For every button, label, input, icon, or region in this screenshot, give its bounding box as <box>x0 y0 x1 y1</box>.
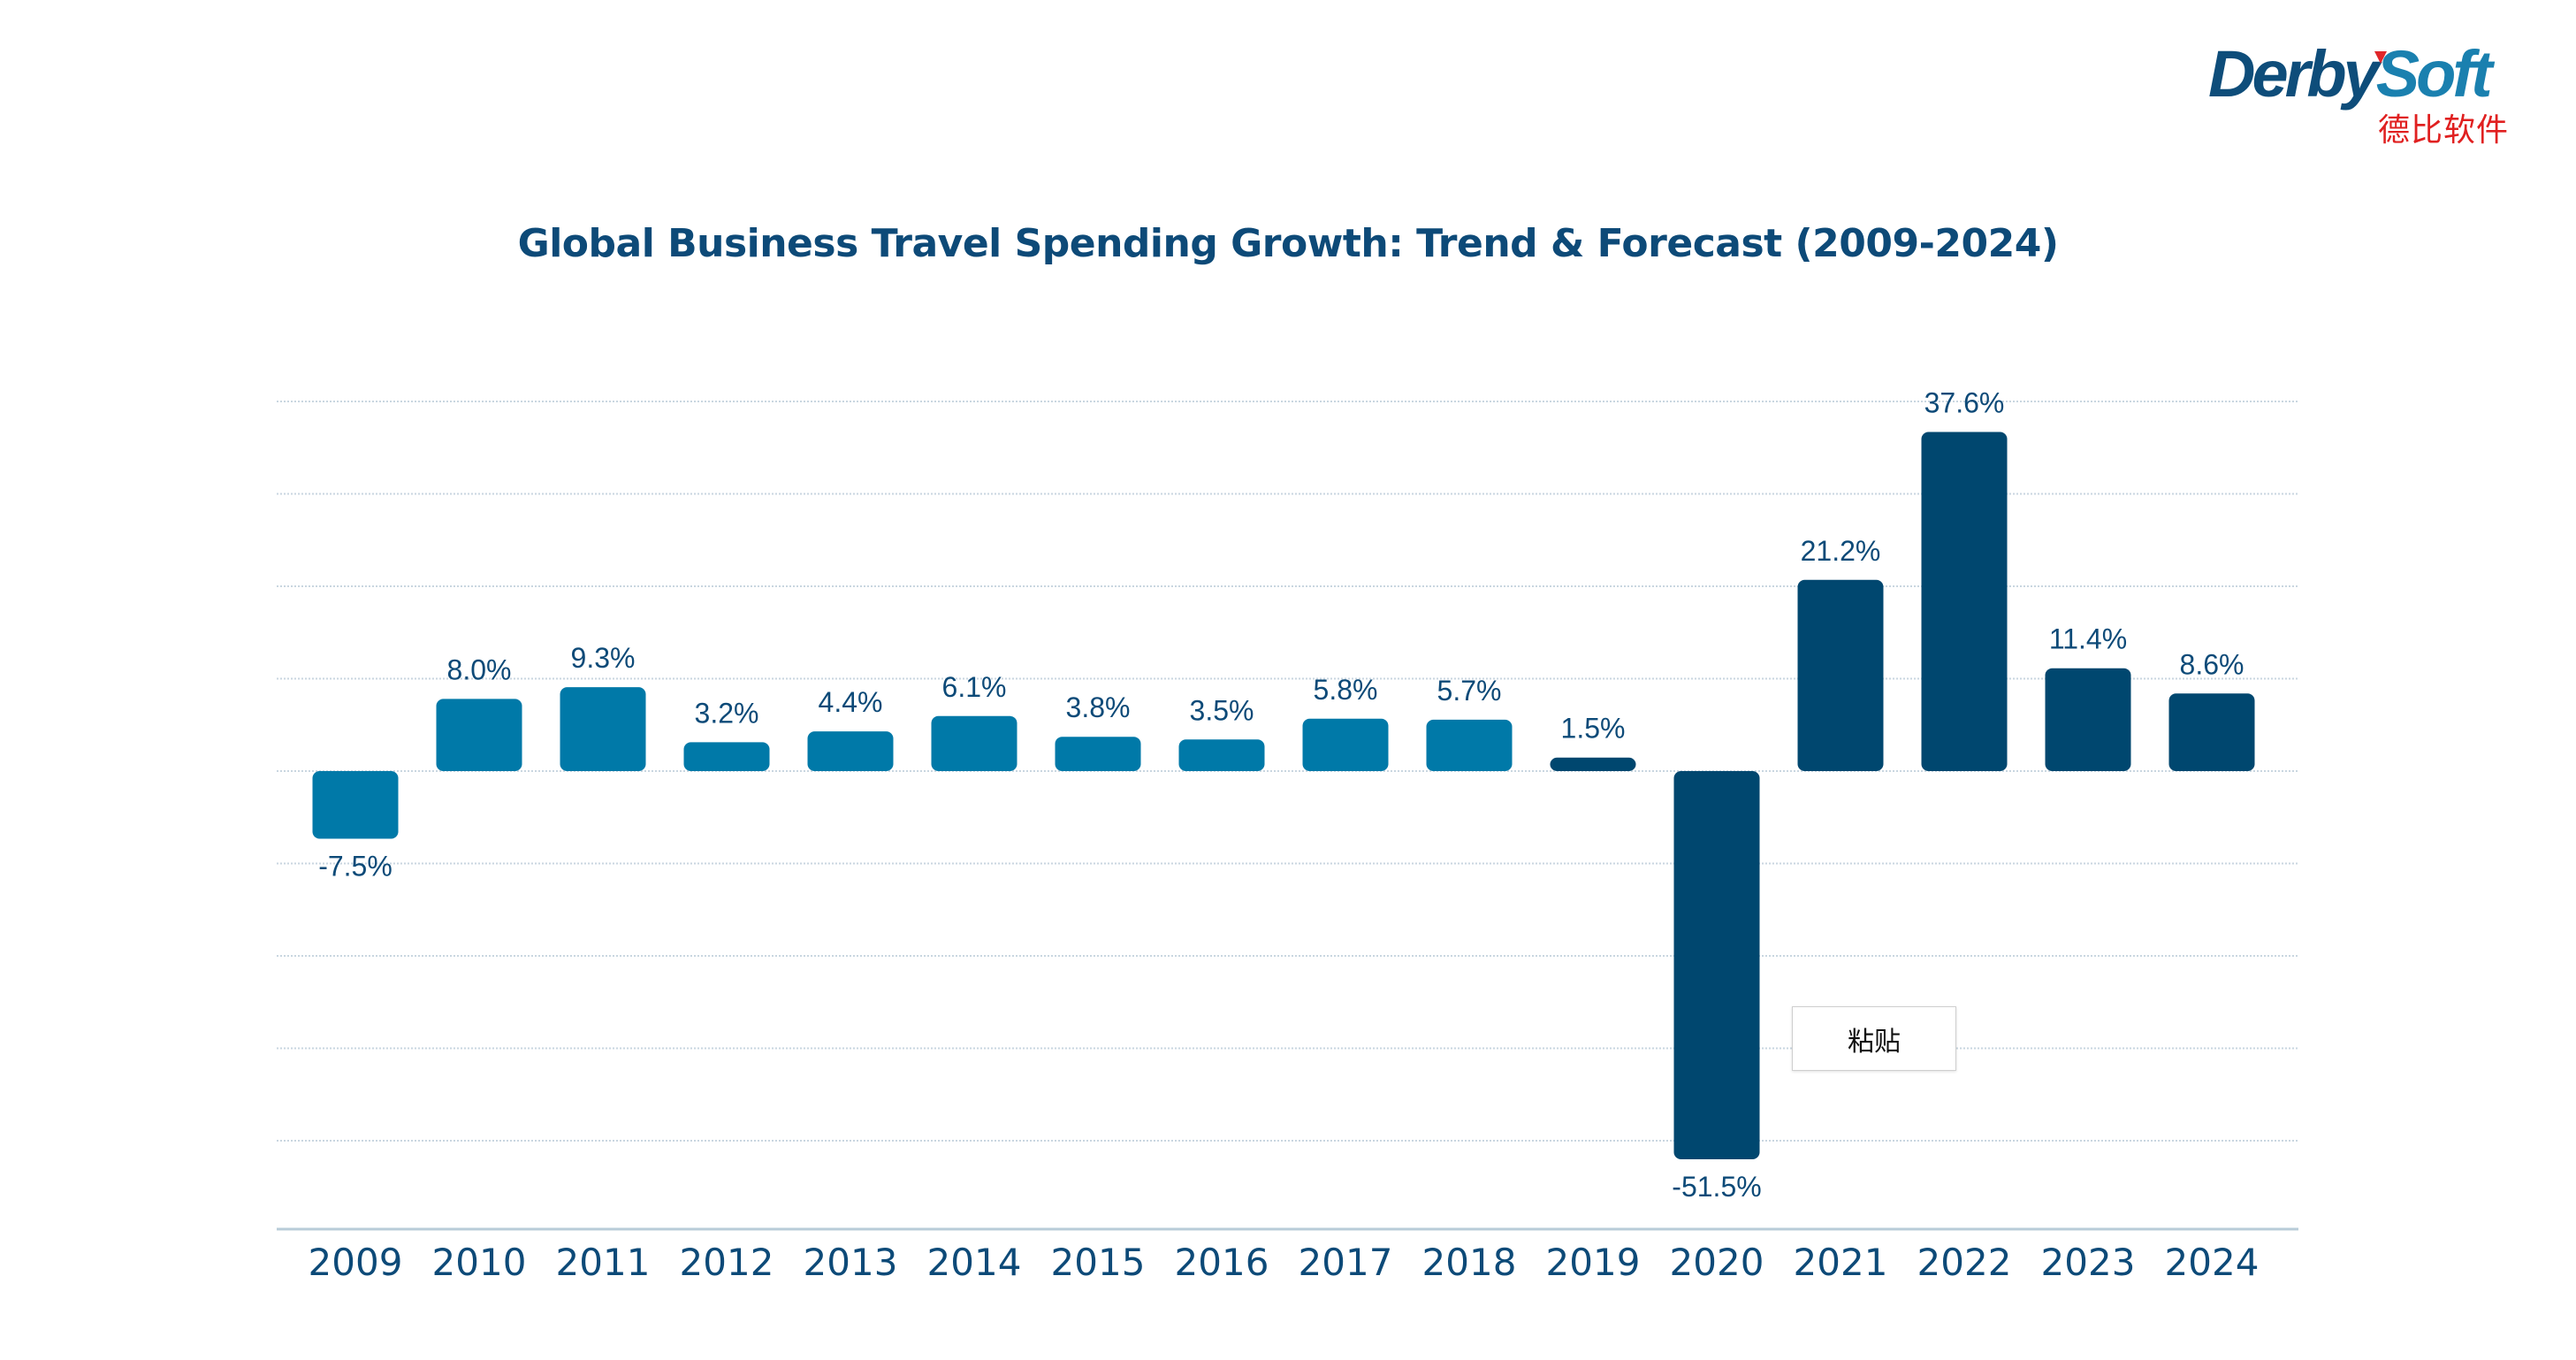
x-tick-label-2019: 2019 <box>1546 1241 1641 1284</box>
x-tick-label-2013: 2013 <box>804 1241 898 1284</box>
logo-wordmark-derby: Derby <box>2208 37 2380 111</box>
x-tick-label-2024: 2024 <box>2165 1241 2260 1284</box>
data-label-2013: 4.4% <box>819 686 883 718</box>
data-label-2024: 8.6% <box>2180 648 2244 680</box>
data-label-2009: -7.5% <box>318 851 392 882</box>
bar-2015 <box>1055 737 1141 771</box>
bar-2012 <box>683 742 770 771</box>
x-axis-tick-labels: 2009 2010 2011 2012 2013 2014 2015 2016 2017 2018… <box>309 1241 2260 1284</box>
bar-2011 <box>560 687 646 771</box>
chart-title: Global Business Travel Spending Growth: … <box>517 221 2059 266</box>
data-label-2016: 3.5% <box>1190 694 1254 726</box>
data-label-2015: 3.8% <box>1066 691 1131 723</box>
bar-2017 <box>1302 718 1389 771</box>
x-tick-label-2021: 2021 <box>1794 1241 1888 1284</box>
data-label-2017: 5.8% <box>1314 674 1378 706</box>
logo-chinese-name: 德比软件 <box>2378 112 2510 149</box>
data-label-2023: 11.4% <box>2049 623 2127 655</box>
bar-2021 <box>1797 579 1884 771</box>
x-tick-label-2022: 2022 <box>1917 1241 2012 1284</box>
bar-2010 <box>436 699 522 771</box>
bar-2020 <box>1673 771 1760 1159</box>
bar-2013 <box>807 731 894 771</box>
x-tick-label-2023: 2023 <box>2041 1241 2136 1284</box>
x-tick-label-2011: 2011 <box>556 1241 651 1284</box>
paste-label: 粘贴 <box>1848 1026 1901 1058</box>
bar-2022 <box>1921 432 2008 771</box>
data-label-2014: 6.1% <box>942 671 1007 703</box>
x-tick-label-2014: 2014 <box>927 1241 1022 1284</box>
data-label-2020: -51.5% <box>1672 1171 1761 1203</box>
x-tick-label-2017: 2017 <box>1299 1241 1393 1284</box>
logo-wordmark-soft: Soft <box>2375 37 2493 111</box>
bar-2019 <box>1550 757 1636 771</box>
data-label-2022: 37.6% <box>1924 387 2005 419</box>
data-label-2019: 1.5% <box>1561 713 1626 745</box>
bar-2023 <box>2045 668 2131 771</box>
bar-2024 <box>2168 693 2255 771</box>
bar-2018 <box>1426 719 1513 771</box>
data-label-2010: 8.0% <box>447 653 512 685</box>
x-tick-label-2009: 2009 <box>309 1241 403 1284</box>
x-tick-label-2010: 2010 <box>432 1241 527 1284</box>
data-label-2012: 3.2% <box>695 697 759 729</box>
x-tick-label-2016: 2016 <box>1175 1241 1269 1284</box>
data-label-2018: 5.7% <box>1437 675 1502 707</box>
x-tick-label-2020: 2020 <box>1670 1241 1764 1284</box>
x-tick-label-2018: 2018 <box>1422 1241 1517 1284</box>
logo-wordmark: DerbySoft <box>2208 37 2493 111</box>
bar-2016 <box>1178 739 1265 771</box>
bars <box>312 432 2255 1159</box>
bar-2014 <box>931 715 1017 771</box>
paste-menu-item[interactable]: 粘贴 <box>1792 1006 1956 1071</box>
data-label-2011: 9.3% <box>571 642 636 674</box>
logo-accent-mark <box>2374 51 2387 64</box>
data-labels: -7.5% 8.0% 9.3% 3.2% 4.4% 6.1% 3.8% 3.5% 5.8% 5.7… <box>318 387 2244 1203</box>
derbysoft-logo: DerbySoft 德比软件 <box>2208 37 2518 149</box>
x-tick-label-2012: 2012 <box>680 1241 774 1284</box>
x-tick-label-2015: 2015 <box>1051 1241 1146 1284</box>
bar-2009 <box>312 771 399 839</box>
data-label-2021: 21.2% <box>1801 535 1881 567</box>
